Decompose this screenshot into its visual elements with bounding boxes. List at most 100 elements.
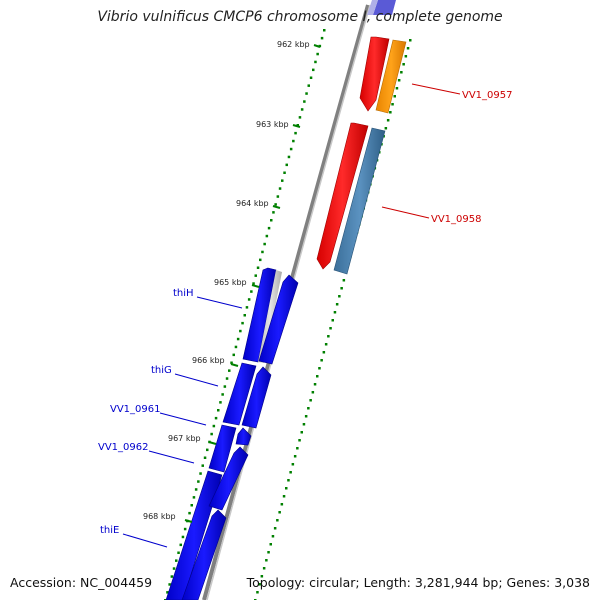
leader-thig	[174, 373, 219, 387]
outer-ring-dot	[395, 87, 399, 90]
tick-label-967: 967 kbp	[168, 434, 201, 443]
inner-ring-dot	[309, 76, 313, 79]
top-edge-feature-light	[367, 0, 378, 15]
outer-ring-dot	[287, 479, 290, 482]
outer-ring-dot	[258, 583, 261, 586]
tick-962: 962 kbp	[277, 40, 321, 49]
outer-ring-dot	[276, 519, 279, 522]
inner-tick-ring	[164, 29, 326, 600]
inner-ring-dot	[312, 68, 315, 72]
genome-backbone-shadow	[206, 4, 371, 600]
outer-ring-dot	[311, 391, 315, 394]
outer-ring-dot	[329, 327, 332, 330]
outer-ring-dot	[384, 127, 388, 130]
inner-ring-dot	[228, 369, 231, 372]
accession-text: Accession: NC_004459	[10, 575, 153, 590]
gene-label-vv1-0957: VV1_0957	[462, 90, 513, 101]
inner-ring-dot	[261, 250, 264, 254]
inner-ring-dot	[303, 100, 306, 103]
inner-ring-dot	[285, 163, 288, 167]
outer-ring-dot	[318, 367, 321, 370]
inner-ring-dot	[172, 567, 176, 570]
tick-mark-962	[313, 44, 321, 48]
tick-mark-966	[230, 363, 239, 367]
inner-ring-dot	[221, 393, 224, 396]
inner-ring-dot	[166, 591, 169, 594]
outer-ring-dot	[320, 359, 323, 362]
inner-ring-dot	[245, 306, 249, 309]
inner-ring-dot	[192, 496, 196, 499]
outer-ring-dot	[406, 47, 410, 50]
outer-ring-dot	[267, 551, 270, 554]
outer-ring-dot	[402, 63, 405, 66]
gene-vv1-0958-arrow	[316, 122, 369, 270]
inner-ring-dot	[307, 84, 310, 87]
outer-ring-dot	[322, 351, 326, 354]
inner-ring-dot	[320, 36, 324, 40]
inner-ring-dot	[270, 219, 273, 222]
outer-ring-dot	[269, 543, 272, 546]
leader-vv1-0957	[411, 83, 461, 95]
inner-ring-dot	[232, 353, 235, 357]
leader-thie	[122, 533, 168, 548]
outer-ring-dot	[404, 55, 408, 58]
gene-thih-inner-arrow	[258, 274, 299, 365]
outer-ring-dot	[391, 103, 394, 106]
inner-ring-dot	[175, 559, 178, 562]
gene-thih-light	[258, 270, 282, 363]
outer-ring-dot	[307, 407, 310, 410]
outer-ring-dot	[389, 111, 392, 114]
outer-ring-dot	[280, 503, 284, 506]
tick-963: 963 kbp	[256, 120, 301, 129]
tick-mark-965	[251, 284, 260, 288]
tick-label-965: 965 kbp	[214, 278, 247, 287]
inner-ring-dot	[223, 385, 227, 388]
inner-ring-dot	[190, 504, 193, 507]
tick-967: 967 kbp	[168, 434, 217, 445]
outer-ring-dot	[309, 399, 312, 402]
tick-mark-963	[292, 124, 301, 128]
outer-ring-dot	[304, 415, 308, 418]
gene-label-vv1-0961: VV1_0961	[110, 404, 161, 415]
outer-ring-dot	[302, 423, 306, 426]
outer-ring-dot	[296, 447, 299, 450]
inner-ring-dot	[252, 282, 255, 285]
inner-ring-dot	[292, 139, 295, 143]
inner-ring-dot	[263, 242, 266, 246]
gene-vv1-0962-inner-arrow	[208, 446, 249, 511]
inner-ring-dot	[241, 321, 244, 325]
tick-label-962: 962 kbp	[277, 40, 310, 49]
inner-ring-dot	[283, 171, 286, 174]
inner-ring-dot	[314, 60, 317, 64]
inner-ring-dot	[323, 29, 326, 32]
inner-ring-dot	[230, 361, 233, 364]
inner-ring-dot	[203, 456, 207, 459]
outer-ring-dot	[386, 119, 390, 122]
inner-ring-dot	[234, 345, 238, 349]
inner-ring-dot	[179, 543, 182, 547]
inner-ring-dot	[168, 583, 171, 586]
inner-ring-dot	[210, 432, 213, 436]
inner-ring-dot	[247, 298, 251, 301]
outer-ring-dot	[342, 279, 346, 282]
outer-ring-dot	[273, 527, 277, 530]
outer-ring-dot	[327, 335, 330, 338]
tick-mark-968	[184, 519, 193, 523]
inner-ring-dot	[300, 108, 304, 111]
inner-ring-dot	[287, 155, 291, 159]
tick-label-966: 966 kbp	[192, 356, 225, 365]
tick-964: 964 kbp	[236, 199, 281, 209]
inner-ring-dot	[296, 124, 299, 127]
outer-ring-dot	[262, 567, 266, 570]
orange-feature	[375, 39, 407, 114]
outer-ring-dot	[293, 455, 297, 458]
tick-mark-967	[208, 441, 217, 445]
outer-ring-dot	[331, 319, 334, 322]
inner-ring-dot	[197, 480, 200, 483]
outer-ring-dot	[397, 79, 401, 82]
inner-ring-dot	[214, 416, 218, 420]
inner-ring-dot	[225, 377, 229, 380]
gene-label-thie: thiE	[100, 525, 119, 536]
inner-ring-dot	[316, 52, 319, 56]
inner-ring-dot	[206, 448, 209, 452]
